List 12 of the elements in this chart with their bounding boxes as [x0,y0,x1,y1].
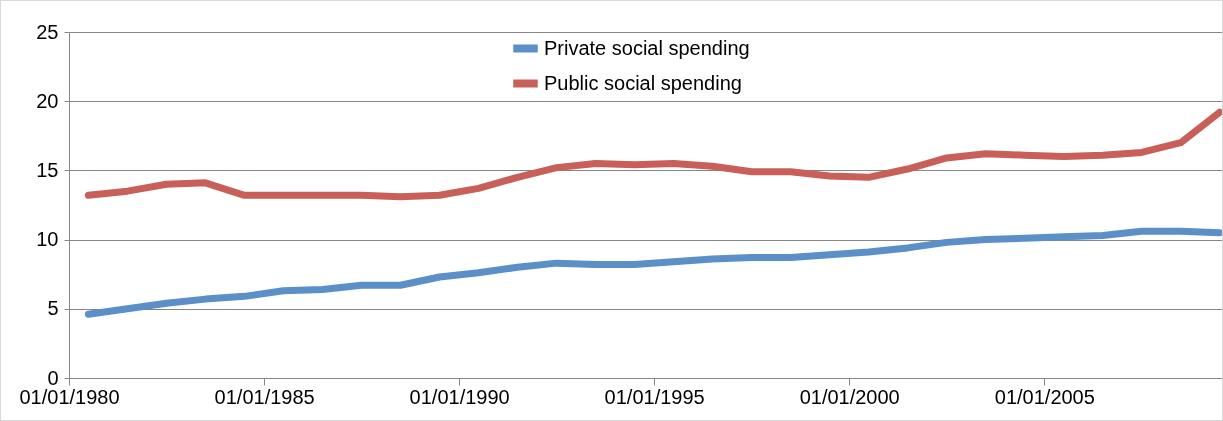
legend-label: Public social spending [544,71,742,94]
legend-label: Private social spending [544,36,750,59]
x-tick-label: 01/01/1995 [604,385,705,408]
x-tick-label: 01/01/1990 [409,385,510,408]
y-tick-label: 5 [47,297,59,320]
y-tick-label: 10 [36,228,59,251]
x-tick-label: 01/01/1985 [214,385,315,408]
y-tick-label: 15 [36,158,59,181]
x-tick-label: 01/01/2005 [994,385,1095,408]
x-tick-label: 01/01/2000 [799,385,900,408]
y-tick-label: 25 [36,20,59,43]
y-tick-label: 20 [36,89,59,112]
